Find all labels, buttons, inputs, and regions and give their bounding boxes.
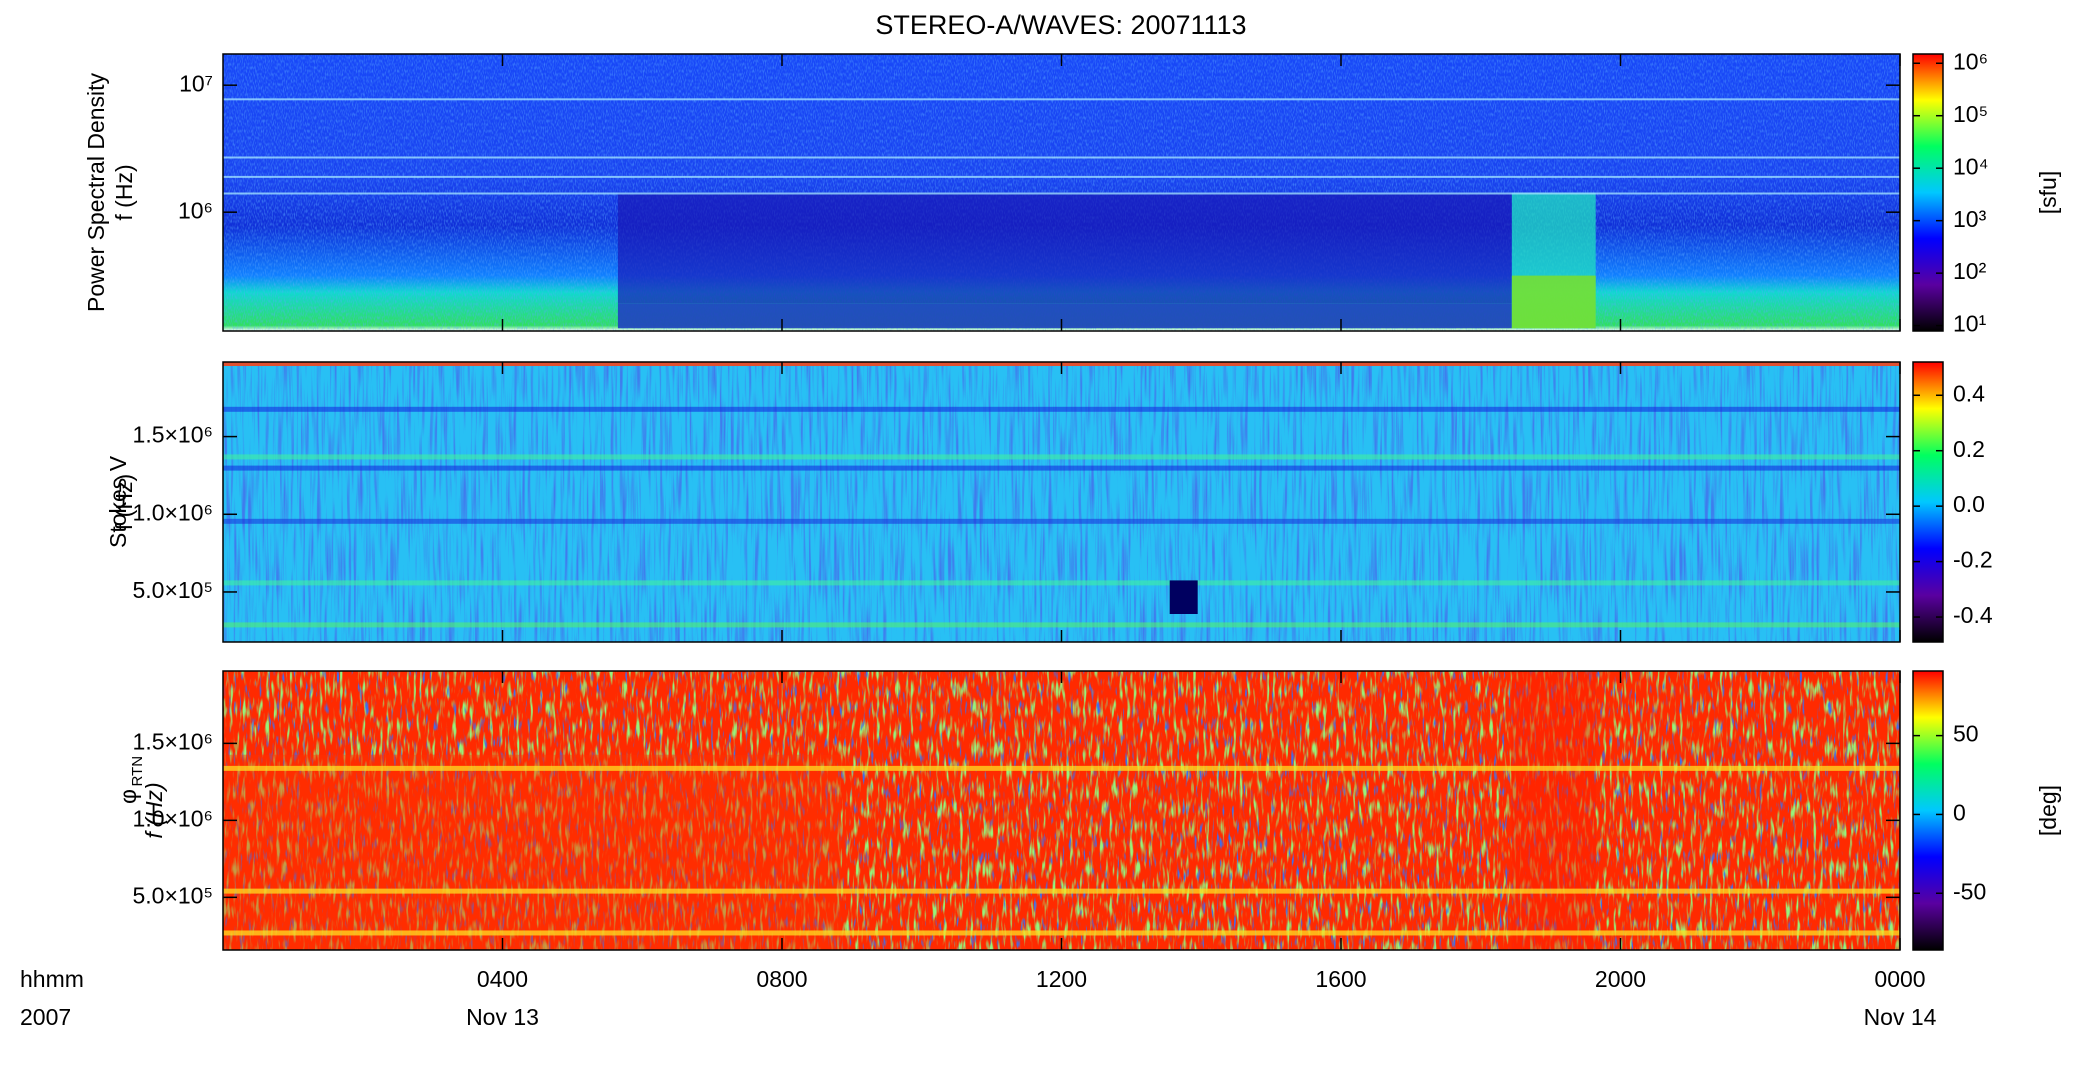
panel [223,362,1900,642]
spectrogram-dark [617,192,1512,304]
spectrogram-line [223,765,1900,771]
spectrogram-noise [223,671,1900,950]
y-label: f (Hz) [141,782,167,838]
spectrogram-line [223,454,1900,460]
spectrogram-line [223,98,1900,101]
y-label: Stokes V [105,455,131,548]
y-label-subscript: RTN [129,756,146,787]
colorbar-tick-label: -0.4 [1953,602,1993,628]
colorbar-tick-label: 0 [1953,800,1966,826]
x-axis-label: 2007 [20,1004,71,1030]
colorbar-tick-label: -0.2 [1953,547,1993,573]
y-tick-label: 1.5×10⁶ [133,728,213,754]
spectrogram-line [223,465,1900,471]
colorbar-tick-label: 10¹ [1953,311,1987,337]
colorbar-tick-label: 0.2 [1953,436,1985,462]
colorbar [1912,53,1944,332]
spectrogram-dark [617,303,1512,329]
y-tick-label: 10⁷ [179,70,213,96]
colorbar-tick-label: 0.0 [1953,491,1985,517]
spectrogram-red [223,754,841,950]
spectrogram-noise [223,362,1900,642]
y-tick-label: 1.5×10⁶ [133,422,213,448]
spectrogram-red [1511,671,1596,950]
y-tick-label: 1.0×10⁶ [133,499,213,525]
x-date-label: Nov 13 [466,1004,539,1030]
colorbar-tick-label: 10² [1953,258,1987,284]
spectrogram-feature [1169,580,1198,614]
colorbar-tick-label: 50 [1953,721,1979,747]
colorbar-tick-label: 0.4 [1953,380,1985,406]
x-axis-label: hhmm [20,966,84,992]
x-tick-label: 0000 [1874,966,1925,992]
spectrogram-line [223,580,1900,586]
spectrogram-line [223,518,1900,524]
colorbar [1912,361,1944,643]
y-label: φ [115,789,141,804]
colorbar-tick-label: 10⁶ [1953,48,1988,74]
spectrogram-line [223,192,1900,195]
spectrogram-line [223,156,1900,159]
y-label: f (Hz) [111,474,137,530]
spectrogram-line [223,888,1900,894]
spectrogram-line [223,406,1900,412]
spectrogram-line [223,175,1900,178]
x-tick-label: 2000 [1595,966,1646,992]
colorbar-tick-label: 10⁴ [1953,153,1988,179]
y-label: f (Hz) [111,164,137,220]
y-tick-label: 10⁶ [178,197,213,223]
colorbar [1912,670,1944,951]
panel [223,54,1900,331]
x-tick-label: 1600 [1315,966,1366,992]
y-label: Power Spectral Density [83,72,109,312]
y-tick-label: 1.0×10⁶ [133,805,213,831]
colorbar-tick-label: 10³ [1953,206,1987,232]
spectrogram-line [223,622,1900,628]
x-date-label: Nov 14 [1864,1004,1937,1030]
panel [223,671,1900,950]
spectrogram-burst [1511,275,1596,329]
y-tick-label: 5.0×10⁵ [132,882,213,908]
y-tick-label: 5.0×10⁵ [132,577,213,603]
colorbar-label: [sfu] [2035,171,2061,214]
spectrogram-line [223,930,1900,936]
colorbar-label: [deg] [2035,785,2061,836]
chart-title: STEREO-A/WAVES: 20071113 [875,10,1246,40]
x-tick-label: 1200 [1036,966,1087,992]
x-tick-label: 0800 [756,966,807,992]
x-tick-label: 0400 [477,966,528,992]
colorbar-tick-label: 10⁵ [1953,101,1988,127]
colorbar-tick-label: -50 [1953,878,1986,904]
